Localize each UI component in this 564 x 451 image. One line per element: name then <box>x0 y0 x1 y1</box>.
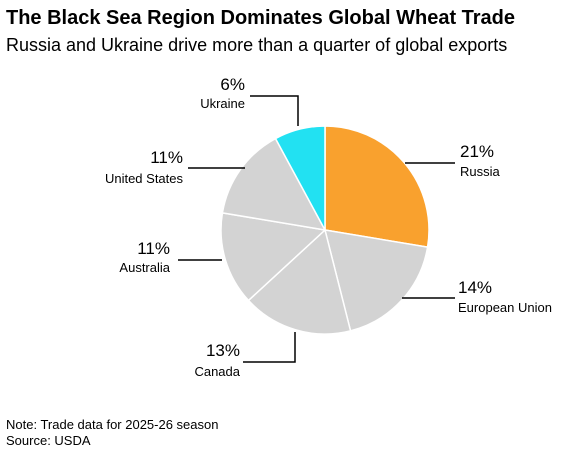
pie-slice <box>220 212 327 302</box>
pie-slice <box>247 228 352 335</box>
pie-slice <box>324 125 430 248</box>
category-label: Australia <box>119 260 170 275</box>
value-label: 6% <box>220 75 245 94</box>
pie-slice <box>323 229 429 332</box>
category-label: Ukraine <box>200 96 245 111</box>
pie-slice <box>221 137 327 231</box>
leader-line <box>250 95 299 126</box>
value-label: 14% <box>458 278 492 297</box>
value-label: 11% <box>137 239 170 258</box>
category-label: Canada <box>194 364 240 379</box>
category-label: European Union <box>458 300 552 315</box>
value-label: 21% <box>460 142 494 161</box>
source: Source: USDA <box>6 433 91 448</box>
value-label: 11% <box>150 148 183 167</box>
note: Note: Trade data for 2025-26 season <box>6 417 218 432</box>
leader-line <box>243 332 296 363</box>
value-label: 13% <box>206 341 240 360</box>
category-label: United States <box>105 171 184 186</box>
chart-subtitle: Russia and Ukraine drive more than a qua… <box>6 35 507 55</box>
pie-slice <box>274 125 326 231</box>
chart-title: The Black Sea Region Dominates Global Wh… <box>6 7 515 29</box>
category-label: Russia <box>460 164 501 179</box>
